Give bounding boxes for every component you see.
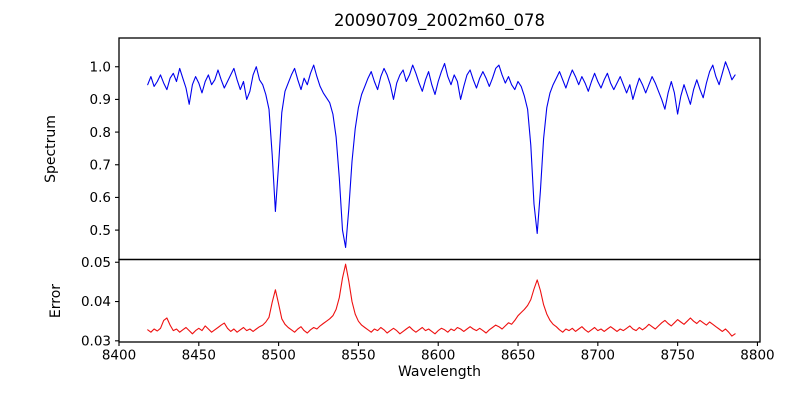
spectrum-spine	[118, 37, 761, 261]
y-tick-label: 0.5	[90, 223, 111, 239]
y-tick-label: 0.03	[81, 334, 111, 350]
x-tick-label: 8400	[102, 348, 136, 364]
error-line	[147, 263, 736, 337]
error-panel: 0.05 0.04 0.03	[81, 255, 761, 350]
chart-title: 20090709_2002m60_078	[333, 11, 546, 30]
x-tick-label: 8550	[341, 348, 375, 364]
x-tick-label: 8600	[421, 348, 455, 364]
spectrum-line	[147, 61, 736, 248]
y-tick-label: 0.8	[90, 125, 111, 141]
x-tick-label: 8800	[740, 348, 774, 364]
x-axis-label: Wavelength	[397, 364, 482, 380]
y-tick-label: 0.6	[90, 190, 111, 206]
y-tick-label: 1.0	[90, 59, 111, 75]
x-axis: 8400 8450 8500 8550 8600 8650 8700 8750 8800	[102, 342, 775, 364]
data-layer	[147, 61, 736, 337]
x-tick-label: 8650	[501, 348, 535, 364]
x-tick-label: 8500	[261, 348, 295, 364]
y-tick-label: 0.04	[81, 294, 111, 310]
x-tick-label: 8450	[182, 348, 216, 364]
y-tick-label: 0.05	[81, 255, 111, 271]
spectrum-panel: 1.0 0.9 0.8 0.7 0.6 0.5	[90, 37, 761, 261]
x-tick-label: 8750	[660, 348, 694, 364]
y-tick-label: 0.9	[90, 92, 111, 108]
x-tick-label: 8700	[581, 348, 615, 364]
y-tick-label: 0.7	[90, 157, 111, 173]
error-spine	[118, 258, 761, 343]
